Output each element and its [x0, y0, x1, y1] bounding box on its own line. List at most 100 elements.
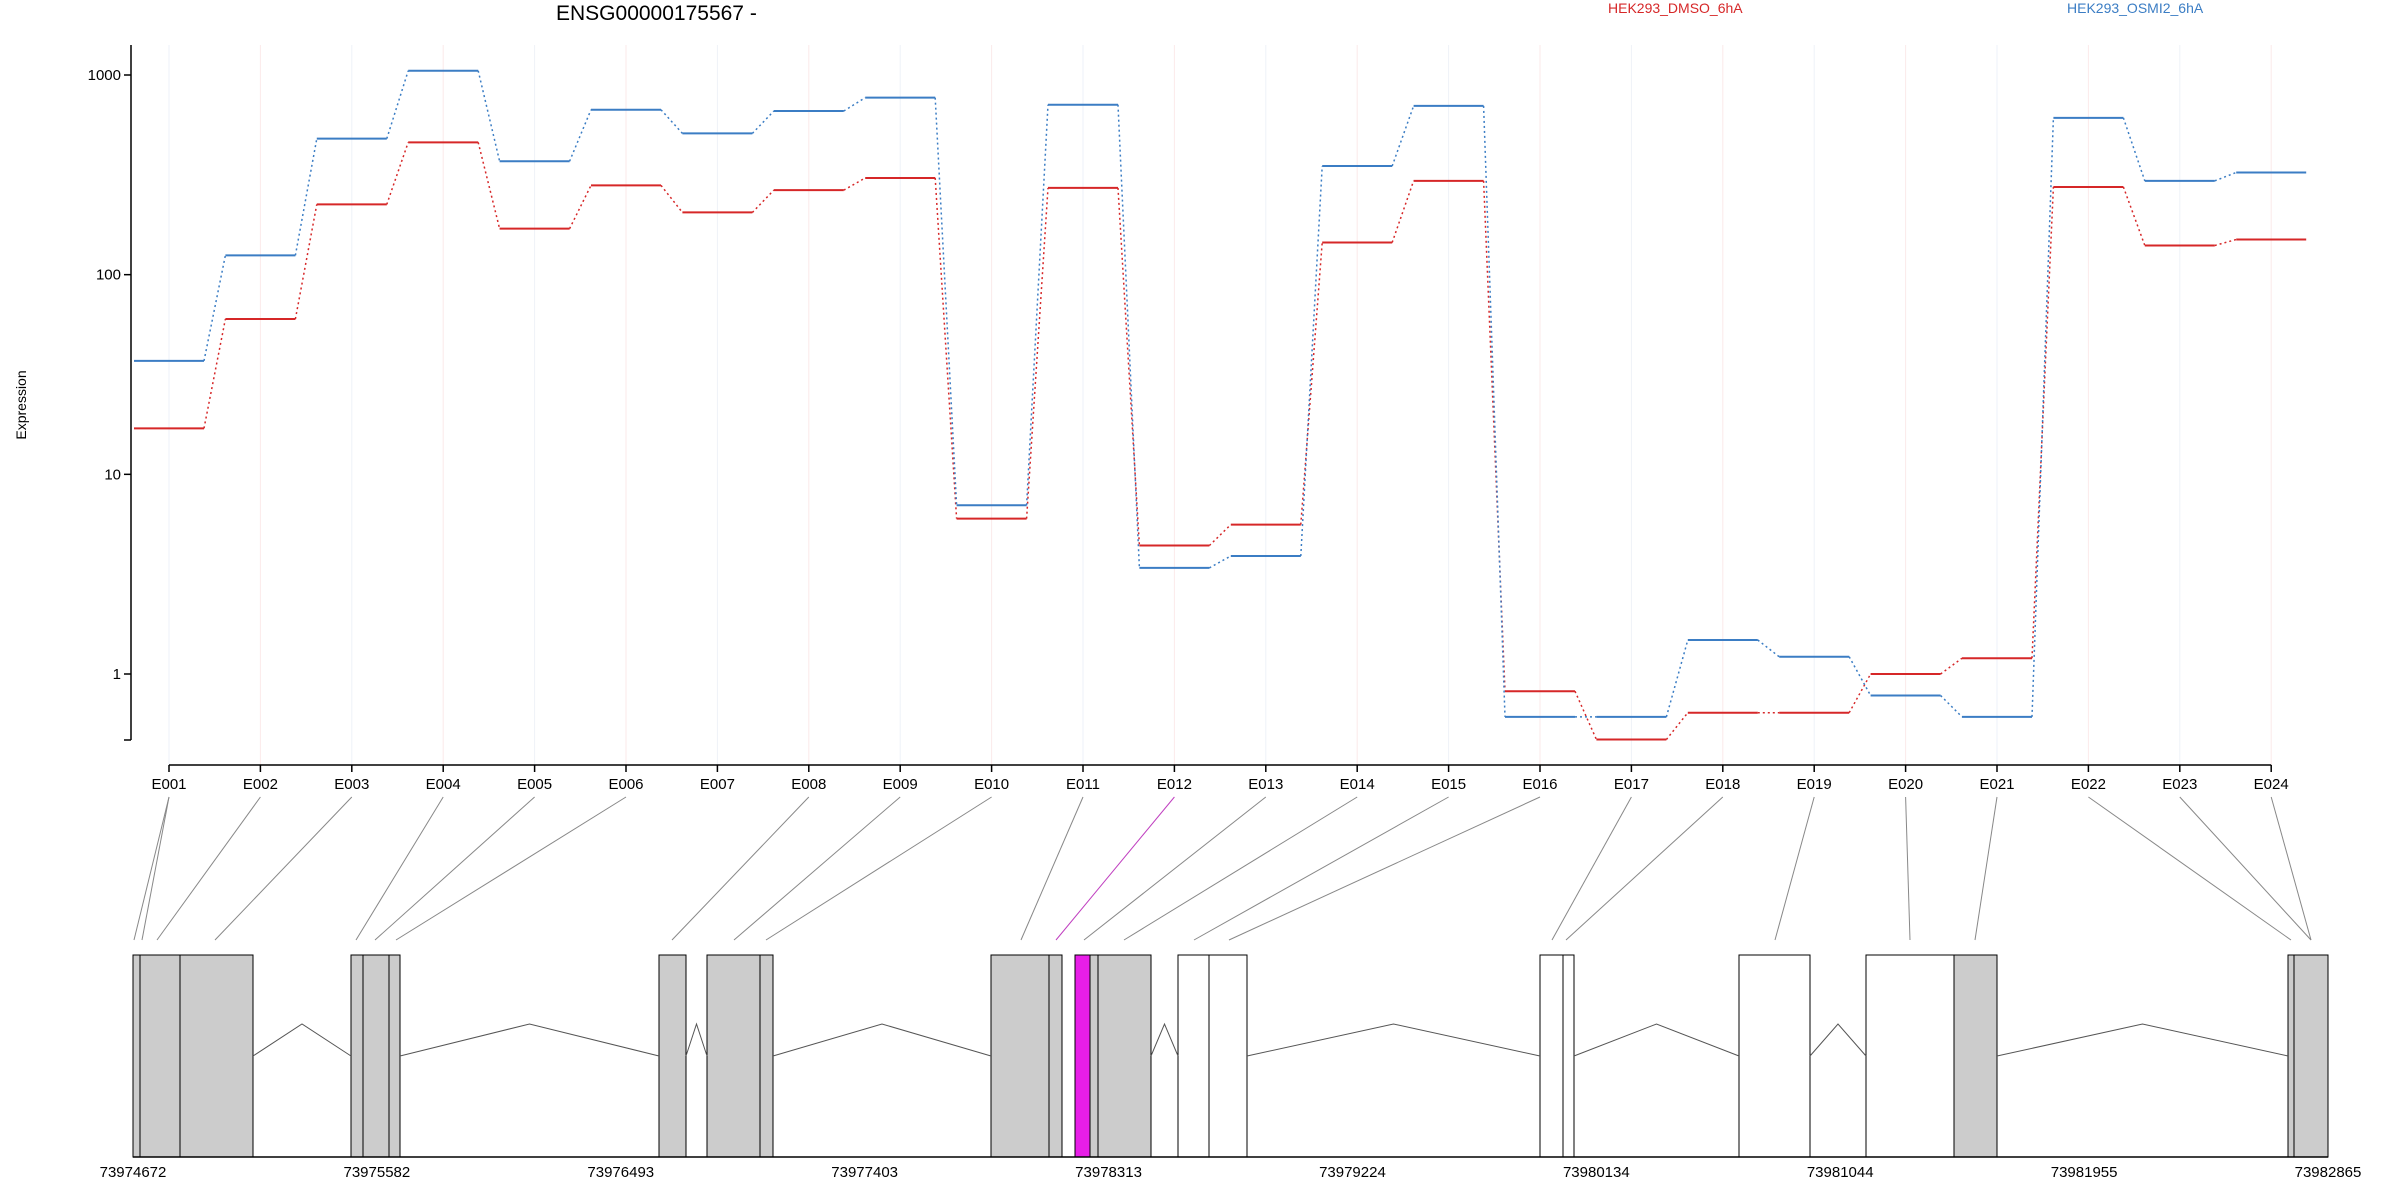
exon-connector-line [671, 796, 810, 941]
series-hek293-osmi2-6ha-connector [294, 138, 318, 256]
series-hek293-dmso-6ha-connector [1574, 690, 1598, 740]
exon-connector-line [374, 796, 535, 941]
series-hek293-osmi2-6ha-connector [477, 70, 501, 162]
y-tick-label: 100 [96, 267, 121, 284]
series-hek293-osmi2-6ha-connector [1209, 555, 1232, 569]
x-tick-label-e009: E009 [883, 776, 918, 793]
series-hek293-dmso-6ha-connector [843, 177, 866, 191]
genomic-tick-label: 73977403 [831, 1164, 898, 1181]
intron-line [685, 1022, 708, 1057]
series-hek293-dmso-6ha-connector [203, 318, 227, 429]
exon-box [1562, 954, 1575, 1158]
genomic-tick-label: 73980134 [1563, 1164, 1630, 1181]
x-tick-label-e011: E011 [1066, 776, 1100, 793]
legend-item-osmi2: HEK293_OSMI2_6hA [2067, 0, 2204, 16]
series-hek293-osmi2-6ha-connector [386, 70, 409, 139]
exon-box [1208, 954, 1248, 1158]
series-hek293-osmi2-6ha-connector [660, 109, 683, 134]
x-tick-label-e021: E021 [1979, 776, 2014, 793]
series-hek293-dmso-6ha-connector [2031, 186, 2055, 659]
exon-box [2287, 954, 2295, 1158]
chart-title: ENSG00000175567 - [556, 2, 757, 25]
exon-connector-line [2088, 796, 2292, 941]
x-tick-label-e015: E015 [1431, 776, 1466, 793]
series-hek293-dmso-6ha-connector [934, 177, 958, 519]
exon-connector-line [2179, 796, 2312, 941]
exon-box [1177, 954, 1210, 1158]
series-hek293-osmi2-6ha-connector [843, 97, 866, 112]
series-hek293-dmso-6ha-connector [1025, 187, 1049, 519]
genomic-tick-label: 73978313 [1075, 1164, 1142, 1181]
series-hek293-osmi2-6ha-connector [751, 110, 775, 134]
intron-line [772, 1023, 992, 1057]
exon-box [1048, 954, 1063, 1158]
exon-box [1865, 954, 1955, 1158]
x-tick-label-e002: E002 [243, 776, 278, 793]
exon-connector-line [1565, 796, 1724, 941]
exon-box [179, 954, 254, 1158]
exon-connector-line [1228, 796, 1541, 941]
x-tick-label-e004: E004 [426, 776, 461, 793]
intron-line [252, 1023, 352, 1057]
x-tick-label-e024: E024 [2254, 776, 2289, 793]
series-hek293-osmi2-6ha-connector [1117, 104, 1141, 568]
intron-line [1246, 1023, 1541, 1057]
exon-box [1089, 954, 1099, 1158]
series-hek293-osmi2-6ha-connector [934, 97, 958, 506]
exon-connector-line [1551, 796, 1632, 941]
x-tick-label-e013: E013 [1248, 776, 1283, 793]
genomic-tick-label: 73979224 [1319, 1164, 1386, 1181]
exon-connector-line [133, 796, 170, 941]
exon-connector-line [765, 796, 992, 941]
intron-line [1809, 1023, 1867, 1057]
exon-box [990, 954, 1050, 1158]
series-hek293-osmi2-6ha-connector [1757, 639, 1780, 658]
exon-box [706, 954, 761, 1158]
series-hek293-osmi2-6ha-connector [2214, 171, 2237, 182]
exon-box [2293, 954, 2329, 1158]
exon-connector-line [1123, 796, 1358, 941]
intron-line [1150, 1022, 1179, 1057]
exon-box [362, 954, 390, 1158]
y-tick-label: 1000 [88, 67, 121, 84]
exon-box [132, 954, 141, 1158]
genomic-tick-label: 73981044 [1807, 1164, 1874, 1181]
x-tick-label-e017: E017 [1614, 776, 1649, 793]
y-tick-label: 10 [104, 466, 121, 483]
series-hek293-osmi2-6ha-connector [1300, 165, 1323, 557]
series-hek293-dmso-6ha-connector [1117, 187, 1141, 546]
exon-connector-line [1774, 796, 1815, 941]
series-hek293-osmi2-6ha-connector [1848, 656, 1872, 696]
intron-line [1996, 1023, 2289, 1057]
series-hek293-dmso-6ha-connector [477, 142, 501, 229]
x-tick-label-e016: E016 [1522, 776, 1557, 793]
exon-box [658, 954, 687, 1158]
exon-connector-line [733, 796, 901, 941]
series-hek293-dmso-6ha-connector [1482, 180, 1506, 692]
exon-box [139, 954, 181, 1158]
exon-connector-line [1905, 796, 1911, 941]
x-tick-label-e023: E023 [2162, 776, 2197, 793]
exon-box [759, 954, 774, 1158]
series-hek293-osmi2-6ha-connector [1665, 639, 1689, 718]
series-hek293-dmso-6ha-connector [1665, 712, 1689, 740]
series-hek293-dmso-6ha-connector [2214, 238, 2237, 247]
series-hek293-osmi2-6ha-connector [568, 109, 592, 162]
series-hek293-dmso-6ha-connector [2122, 186, 2146, 246]
genomic-tick-label: 73981955 [2051, 1164, 2118, 1181]
x-tick-label-e019: E019 [1797, 776, 1832, 793]
x-tick-label-e005: E005 [517, 776, 552, 793]
x-tick-label-e012: E012 [1157, 776, 1192, 793]
series-hek293-osmi2-6ha-connector [1940, 695, 1963, 718]
series-hek293-osmi2-6ha-connector [2122, 117, 2146, 182]
exon-connector-line [1974, 796, 1998, 941]
y-tick-label: 1 [113, 666, 121, 683]
genomic-tick-label: 73974672 [100, 1164, 167, 1181]
exon-connector-line [2270, 796, 2312, 941]
exon-box [350, 954, 364, 1158]
x-tick-label-e001: E001 [151, 776, 186, 793]
series-hek293-dmso-6ha-connector [660, 184, 683, 213]
x-tick-label-e022: E022 [2071, 776, 2106, 793]
intron-line [399, 1023, 660, 1057]
